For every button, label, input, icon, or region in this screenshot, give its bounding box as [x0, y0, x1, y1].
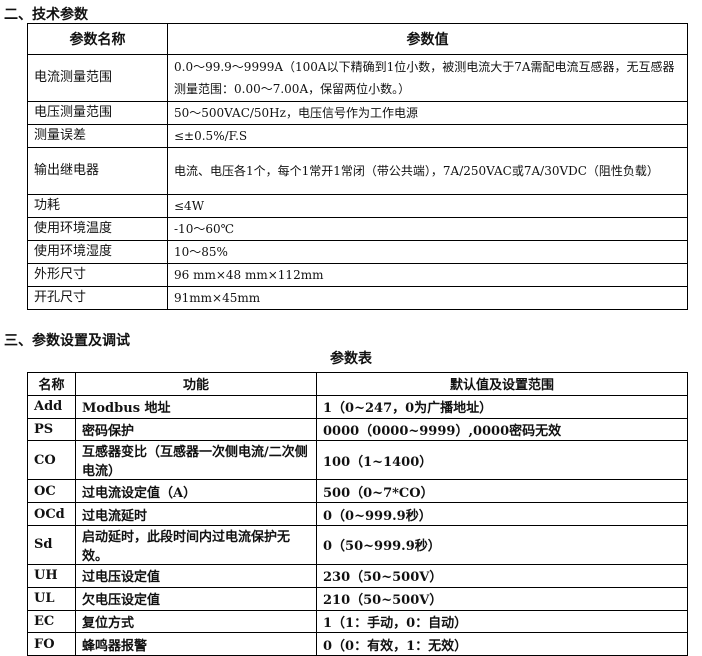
param-name: 电压测量范围 — [27, 101, 168, 125]
param-default-range: 100（1~1400） — [316, 440, 688, 481]
param-function: 复位方式 — [75, 609, 317, 634]
header-param-name: 参数名称 — [27, 23, 168, 55]
section-3-title: 三、参数设置及调试 — [4, 333, 130, 349]
param-value: 96 mm×48 mm×112mm — [167, 263, 688, 287]
param-name: 开孔尺寸 — [27, 286, 168, 310]
table-row: 测量误差 ≤±0.5%/F.S — [27, 124, 688, 148]
header-function: 功能 — [75, 372, 317, 396]
param-function: 欠电压设定值 — [75, 586, 317, 611]
param-code: OCd — [27, 502, 76, 526]
table-row: OC 过电流设定值（A） 500（0~7*CO） — [27, 479, 688, 504]
param-name: 功耗 — [27, 194, 168, 218]
param-value: 10～85% — [167, 240, 688, 264]
param-function: 互感器变比（互感器一次侧电流/二次侧电流） — [75, 440, 317, 481]
param-value: ≤4W — [167, 194, 688, 218]
table-row: 使用环境温度 -10～60℃ — [27, 217, 688, 241]
table-row: Add Modbus 地址 1（0~247，0为广播地址） — [27, 394, 688, 419]
param-code: UH — [27, 563, 76, 588]
section-2-title: 二、技术参数 — [4, 7, 88, 23]
param-value: 91mm×45mm — [167, 286, 688, 310]
table-header-row: 参数名称 参数值 — [27, 23, 688, 55]
param-code: PS — [27, 417, 76, 442]
parameter-settings-table: 名称 功能 默认值及设置范围 Add Modbus 地址 1（0~247，0为广播地… — [27, 372, 688, 656]
table-caption: 参数表 — [330, 351, 372, 367]
param-value: 0.0～99.9～9999A（100A以下精确到1位小数，被测电流大于7A需配电… — [167, 54, 688, 102]
table-header-row: 名称 功能 默认值及设置范围 — [27, 372, 688, 396]
table-row: UL 欠电压设定值 210（50~500V） — [27, 586, 688, 611]
param-code: OC — [27, 479, 76, 504]
header-name: 名称 — [27, 372, 76, 396]
param-name: 使用环境湿度 — [27, 240, 168, 264]
param-function: 过电流延时 — [75, 502, 317, 526]
param-value: -10～60℃ — [167, 217, 688, 241]
param-code: UL — [27, 586, 76, 611]
param-function: 蜂鸣器报警 — [75, 632, 317, 656]
param-name: 外形尺寸 — [27, 263, 168, 287]
param-function: 启动延时，此段时间内过电流保护无效。 — [75, 524, 317, 565]
param-code: Sd — [27, 524, 76, 565]
param-name: 使用环境温度 — [27, 217, 168, 241]
param-function: 过电压设定值 — [75, 563, 317, 588]
param-default-range: 1（1：手动，0：自动） — [316, 609, 688, 634]
table-row: 功耗 ≤4W — [27, 194, 688, 218]
param-code: EC — [27, 609, 76, 634]
table-row: EC 复位方式 1（1：手动，0：自动） — [27, 609, 688, 634]
param-name: 测量误差 — [27, 124, 168, 148]
param-default-range: 1（0~247，0为广播地址） — [316, 394, 688, 419]
param-default-range: 230（50~500V） — [316, 563, 688, 588]
param-function: 过电流设定值（A） — [75, 479, 317, 504]
param-default-range: 210（50~500V） — [316, 586, 688, 611]
param-default-range: 500（0~7*CO） — [316, 479, 688, 504]
table-row: OCd 过电流延时 0（0~999.9秒） — [27, 502, 688, 526]
table-row: 输出继电器 电流、电压各1个，每个1常开1常闭（带公共端），7A/250VAC或7… — [27, 147, 688, 195]
table-row: 开孔尺寸 91mm×45mm — [27, 286, 688, 310]
param-name: 电流测量范围 — [27, 54, 168, 102]
param-default-range: 0（0~999.9秒） — [316, 502, 688, 526]
table-row: 使用环境湿度 10～85% — [27, 240, 688, 264]
table-row: PS 密码保护 0000（0000~9999）,0000密码无效 — [27, 417, 688, 442]
param-name: 输出继电器 — [27, 147, 168, 195]
table-row: Sd 启动延时，此段时间内过电流保护无效。 0（50~999.9秒） — [27, 524, 688, 565]
param-code: CO — [27, 440, 76, 481]
table-row: 电流测量范围 0.0～99.9～9999A（100A以下精确到1位小数，被测电流大… — [27, 54, 688, 102]
param-code: FO — [27, 632, 76, 656]
table-row: 外形尺寸 96 mm×48 mm×112mm — [27, 263, 688, 287]
table-row: FO 蜂鸣器报警 0（0：有效，1：无效） — [27, 632, 688, 656]
table-row: CO 互感器变比（互感器一次侧电流/二次侧电流） 100（1~1400） — [27, 440, 688, 481]
param-value: 50～500VAC/50Hz，电压信号作为工作电源 — [167, 101, 688, 125]
param-code: Add — [27, 394, 76, 419]
param-function: 密码保护 — [75, 417, 317, 442]
param-default-range: 0000（0000~9999）,0000密码无效 — [316, 417, 688, 442]
header-default-range: 默认值及设置范围 — [316, 372, 688, 396]
table-row: 电压测量范围 50～500VAC/50Hz，电压信号作为工作电源 — [27, 101, 688, 125]
header-param-value: 参数值 — [167, 23, 688, 55]
param-default-range: 0（50~999.9秒） — [316, 524, 688, 565]
param-value: 电流、电压各1个，每个1常开1常闭（带公共端），7A/250VAC或7A/30V… — [167, 147, 688, 195]
technical-parameters-table: 参数名称 参数值 电流测量范围 0.0～99.9～9999A（100A以下精确到1… — [27, 23, 688, 310]
param-function: Modbus 地址 — [75, 394, 317, 419]
param-value: ≤±0.5%/F.S — [167, 124, 688, 148]
param-default-range: 0（0：有效，1：无效） — [316, 632, 688, 656]
table-row: UH 过电压设定值 230（50~500V） — [27, 563, 688, 588]
